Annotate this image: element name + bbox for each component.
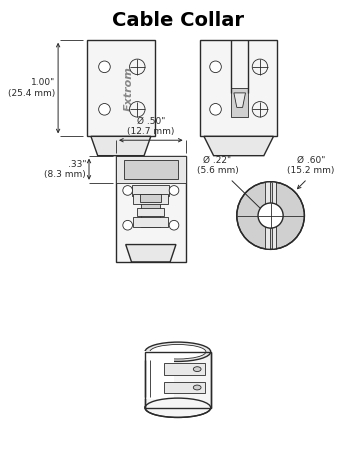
Circle shape xyxy=(258,203,283,228)
Text: 1.00"
(25.4 mm): 1.00" (25.4 mm) xyxy=(8,78,55,98)
Ellipse shape xyxy=(150,344,206,359)
Polygon shape xyxy=(91,137,151,156)
Bar xyxy=(87,40,155,137)
Text: Ø .50"
(12.7 mm): Ø .50" (12.7 mm) xyxy=(127,117,174,137)
Bar xyxy=(116,156,186,183)
Polygon shape xyxy=(204,137,273,156)
Ellipse shape xyxy=(145,342,211,362)
Bar xyxy=(133,194,168,204)
Bar xyxy=(271,182,276,250)
Bar xyxy=(231,88,248,117)
Circle shape xyxy=(169,186,179,195)
Circle shape xyxy=(252,101,268,117)
Circle shape xyxy=(210,104,221,115)
Bar xyxy=(143,351,174,399)
Polygon shape xyxy=(126,244,176,262)
Bar xyxy=(200,40,277,137)
Bar xyxy=(145,352,211,408)
Bar xyxy=(116,156,186,262)
Bar xyxy=(133,218,168,227)
Bar xyxy=(140,194,161,202)
Circle shape xyxy=(169,220,179,230)
Circle shape xyxy=(210,61,221,73)
Circle shape xyxy=(99,104,110,115)
Bar xyxy=(164,382,205,393)
Bar xyxy=(145,352,211,408)
Circle shape xyxy=(130,101,145,117)
Circle shape xyxy=(99,61,110,73)
Circle shape xyxy=(252,59,268,75)
Bar xyxy=(137,208,164,216)
Bar xyxy=(141,194,161,227)
Ellipse shape xyxy=(193,385,201,390)
Bar xyxy=(265,182,270,250)
Circle shape xyxy=(130,59,145,75)
Bar xyxy=(124,160,178,179)
Text: Cable Collar: Cable Collar xyxy=(112,11,244,30)
Circle shape xyxy=(123,186,132,195)
Bar xyxy=(164,363,205,375)
Text: .33"
(8.3 mm): .33" (8.3 mm) xyxy=(44,159,86,179)
Polygon shape xyxy=(234,93,246,107)
Ellipse shape xyxy=(193,367,201,371)
Ellipse shape xyxy=(145,398,211,418)
Bar xyxy=(132,185,169,196)
Text: Extrom: Extrom xyxy=(124,66,134,111)
Text: Ø .60"
(15.2 mm): Ø .60" (15.2 mm) xyxy=(288,156,335,175)
Circle shape xyxy=(123,220,132,230)
Circle shape xyxy=(237,182,304,250)
Text: Ø .22"
(5.6 mm): Ø .22" (5.6 mm) xyxy=(196,156,238,175)
